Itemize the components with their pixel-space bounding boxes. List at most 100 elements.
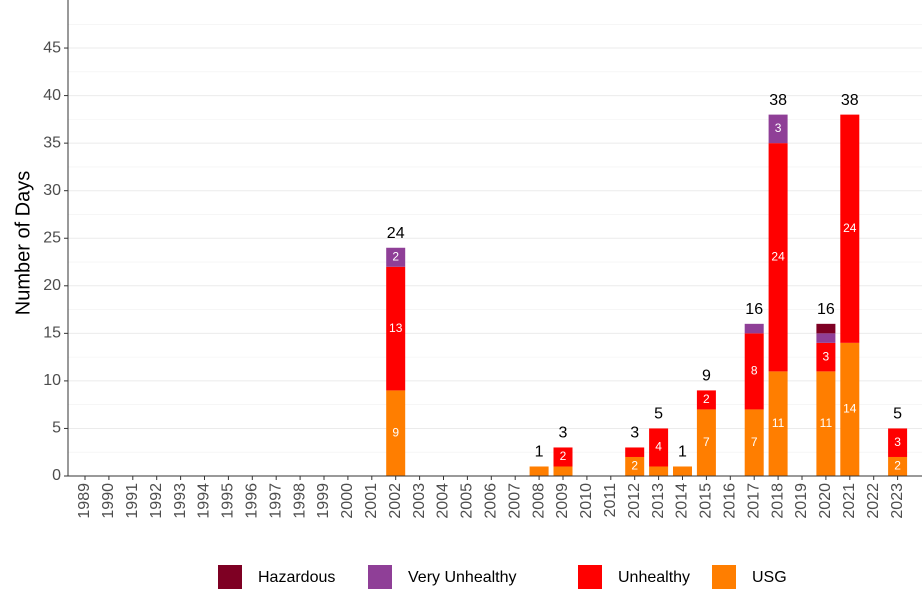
- x-tick-label: 2008: [530, 483, 547, 519]
- segment-label: 3: [894, 435, 901, 449]
- x-tick-label: 2002: [387, 483, 404, 519]
- x-tick-label: 2019: [793, 483, 810, 519]
- segment-label: 24: [771, 249, 785, 263]
- x-tick-label: 2013: [650, 483, 667, 519]
- x-tick-label: 2000: [339, 483, 356, 519]
- bar-segment: [386, 247, 406, 267]
- segment-label: 2: [560, 449, 567, 463]
- bar-segment: [386, 390, 406, 476]
- total-label: 38: [769, 92, 787, 109]
- x-tick-label: 1995: [220, 483, 237, 519]
- y-tick-label: 35: [43, 134, 61, 151]
- x-tick-label: 2018: [769, 483, 786, 519]
- segment-label: 3: [823, 349, 830, 363]
- bar-segment: [888, 428, 908, 457]
- bar-segment: [696, 390, 716, 410]
- y-axis-label: Number of Days: [12, 171, 34, 316]
- segment-label: 14: [843, 402, 857, 416]
- legend-swatch: [712, 565, 736, 589]
- x-tick-label: 2011: [602, 483, 619, 518]
- bar-segment: [744, 323, 764, 334]
- segment-label: 13: [389, 321, 403, 335]
- x-tick-label: 2014: [674, 483, 691, 519]
- bar-segment: [744, 333, 764, 410]
- segment-label: 3: [775, 121, 782, 135]
- total-label: 38: [841, 92, 859, 109]
- bar-segment: [386, 266, 406, 391]
- legend-label: Unhealthy: [618, 569, 690, 586]
- x-tick-label: 1998: [291, 483, 308, 519]
- total-label: 3: [559, 425, 568, 442]
- bar-segment: [649, 466, 669, 476]
- bar-segment: [768, 143, 788, 372]
- bar-segment: [840, 342, 860, 476]
- x-tick-label: 1989: [76, 483, 93, 519]
- x-tick-label: 1996: [244, 483, 261, 519]
- x-tick-label: 1999: [315, 483, 332, 519]
- segment-label: 9: [392, 425, 399, 439]
- x-tick-label: 2005: [459, 483, 476, 519]
- x-tick-label: 2003: [411, 483, 428, 519]
- total-label: 16: [817, 301, 835, 318]
- total-label: 5: [893, 406, 902, 423]
- x-tick-label: 2009: [554, 483, 571, 519]
- x-tick-label: 1991: [124, 483, 141, 519]
- legend-label: USG: [752, 569, 787, 586]
- segment-label: 7: [703, 435, 710, 449]
- legend-swatch: [368, 565, 392, 589]
- bar-segment: [673, 466, 692, 476]
- y-tick-label: 45: [43, 39, 61, 56]
- y-tick-label: 20: [43, 277, 61, 294]
- x-tick-label: 2016: [722, 483, 739, 519]
- bar-segment: [816, 323, 836, 334]
- legend-label: Very Unhealthy: [408, 569, 517, 586]
- segment-label: 2: [894, 459, 901, 473]
- segment-label: 24: [843, 221, 857, 235]
- x-tick-label: 2007: [506, 483, 523, 519]
- x-tick-label: 2022: [865, 483, 882, 519]
- y-tick-label: 40: [43, 87, 61, 104]
- bar-segment: [553, 447, 573, 467]
- x-tick-label: 2023: [889, 483, 906, 519]
- x-tick-label: 2004: [435, 483, 452, 519]
- y-tick-label: 0: [52, 467, 61, 484]
- bar-segment: [744, 409, 764, 476]
- bar-segment: [696, 409, 716, 476]
- segment-label: 2: [631, 459, 638, 473]
- x-tick-label: 2017: [745, 483, 762, 519]
- x-tick-label: 1997: [267, 483, 284, 519]
- total-label: 1: [535, 444, 544, 461]
- x-tick-label: 2015: [698, 483, 715, 519]
- segment-label: 7: [751, 435, 758, 449]
- bar-segment: [649, 428, 669, 467]
- x-tick-label: 1994: [196, 483, 213, 519]
- bar-segment: [625, 447, 645, 457]
- x-tick-label: 1993: [172, 483, 189, 519]
- y-tick-label: 25: [43, 229, 61, 246]
- bar-segment: [840, 114, 860, 343]
- x-tick-label: 2010: [578, 483, 595, 519]
- y-tick-label: 5: [52, 420, 61, 437]
- total-label: 5: [654, 406, 663, 423]
- y-tick-label: 10: [43, 372, 61, 389]
- x-tick-label: 2012: [626, 483, 643, 519]
- bar-segment: [816, 333, 836, 343]
- bar-segment: [529, 466, 549, 476]
- bar-segment: [768, 371, 788, 476]
- segment-label: 2: [392, 249, 399, 263]
- bar-segment: [816, 342, 836, 372]
- total-label: 3: [630, 425, 639, 442]
- bar-segment: [625, 456, 645, 476]
- bar-segment: [553, 466, 573, 476]
- x-tick-label: 2020: [817, 483, 834, 519]
- total-label: 16: [745, 301, 763, 318]
- legend-swatch: [218, 565, 242, 589]
- y-tick-label: 15: [43, 325, 61, 342]
- bar-segment: [816, 371, 836, 476]
- total-label: 1: [678, 444, 687, 461]
- segment-label: 11: [772, 416, 785, 430]
- segment-label: 11: [820, 416, 833, 430]
- x-tick-label: 2006: [483, 483, 500, 519]
- segment-label: 4: [655, 440, 662, 454]
